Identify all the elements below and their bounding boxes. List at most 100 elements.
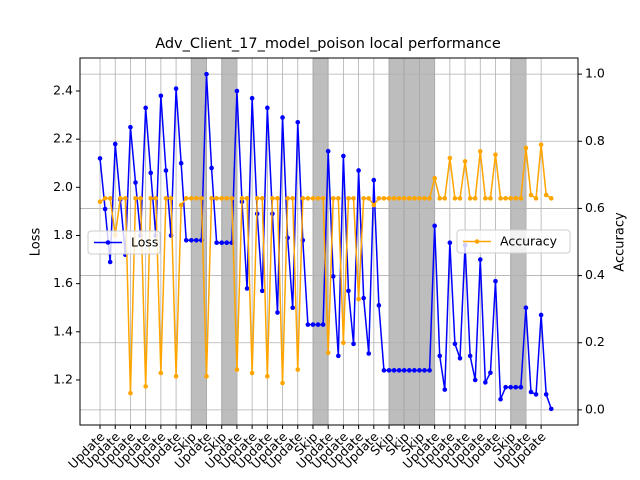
point xyxy=(498,196,503,201)
point xyxy=(178,160,184,166)
point xyxy=(518,384,524,390)
point xyxy=(204,374,209,379)
legend-box xyxy=(87,230,161,255)
point xyxy=(330,196,336,201)
point xyxy=(477,257,483,262)
point xyxy=(472,196,478,201)
point xyxy=(548,406,554,412)
point xyxy=(330,274,336,279)
y-tick-label: 1.2 xyxy=(53,371,73,386)
point xyxy=(437,353,443,359)
point xyxy=(386,196,392,201)
point xyxy=(325,148,331,154)
y-tick-label: 2.0 xyxy=(53,179,73,194)
point xyxy=(452,341,458,347)
point xyxy=(214,196,219,201)
point xyxy=(128,124,133,130)
point xyxy=(143,105,148,111)
point xyxy=(97,156,103,161)
point xyxy=(148,196,154,201)
point xyxy=(118,196,123,201)
y2-tick-label: 0.2 xyxy=(585,334,605,349)
point xyxy=(508,196,513,201)
point xyxy=(97,199,103,205)
point xyxy=(391,368,397,373)
point xyxy=(163,196,169,201)
point xyxy=(300,196,306,201)
point xyxy=(214,240,219,246)
y2-tick-label: 0.8 xyxy=(585,133,605,148)
point xyxy=(346,288,351,294)
y2-tick-label: 0.0 xyxy=(585,401,605,416)
point xyxy=(102,196,108,201)
point xyxy=(396,196,402,201)
point xyxy=(386,368,392,373)
point xyxy=(265,374,270,379)
point xyxy=(406,368,412,373)
point xyxy=(518,196,524,201)
point xyxy=(315,196,321,201)
point xyxy=(112,141,118,147)
legend-label: Loss xyxy=(131,235,158,250)
point xyxy=(422,196,427,201)
point xyxy=(249,95,255,101)
point xyxy=(219,196,225,201)
point xyxy=(467,196,473,201)
point xyxy=(513,384,519,390)
point xyxy=(107,259,113,265)
point xyxy=(412,368,417,373)
y-tick-label: 1.8 xyxy=(53,227,73,242)
point xyxy=(477,149,483,154)
point xyxy=(467,353,473,359)
point xyxy=(336,353,341,359)
point xyxy=(356,296,361,302)
point xyxy=(513,196,519,201)
point xyxy=(178,202,184,208)
point xyxy=(168,196,174,201)
point xyxy=(381,368,387,373)
point xyxy=(366,196,372,201)
point xyxy=(194,237,199,243)
point xyxy=(457,355,463,361)
y2-tick-label: 0.6 xyxy=(585,200,605,215)
legend: Loss Accuracy xyxy=(87,229,571,255)
point xyxy=(341,340,346,346)
series-line xyxy=(99,144,552,394)
point xyxy=(234,88,240,94)
point xyxy=(543,192,549,198)
point xyxy=(361,196,366,201)
point xyxy=(199,196,204,201)
point xyxy=(194,196,199,201)
point xyxy=(128,390,133,396)
point xyxy=(138,196,143,201)
point xyxy=(528,389,534,395)
point xyxy=(280,115,285,120)
point xyxy=(148,170,154,176)
y-tick-label: 1.4 xyxy=(53,323,73,338)
point xyxy=(366,351,372,356)
point xyxy=(493,278,498,284)
point xyxy=(310,322,316,327)
point xyxy=(396,368,402,373)
point xyxy=(437,196,443,201)
point xyxy=(188,237,194,243)
point xyxy=(351,341,356,347)
skip-band xyxy=(190,57,207,426)
point xyxy=(432,223,437,229)
point xyxy=(244,196,250,201)
legend-box xyxy=(456,229,571,254)
point xyxy=(417,368,422,373)
point xyxy=(483,196,488,201)
point xyxy=(305,196,311,201)
point xyxy=(295,367,301,372)
point xyxy=(275,310,280,315)
plot-frame xyxy=(79,57,579,426)
point xyxy=(447,240,453,246)
point xyxy=(488,196,493,201)
legend-label: Accuracy xyxy=(500,234,558,249)
point xyxy=(523,145,529,151)
point xyxy=(391,196,397,201)
point xyxy=(320,322,326,327)
y-tick-label: 2.2 xyxy=(53,131,73,146)
